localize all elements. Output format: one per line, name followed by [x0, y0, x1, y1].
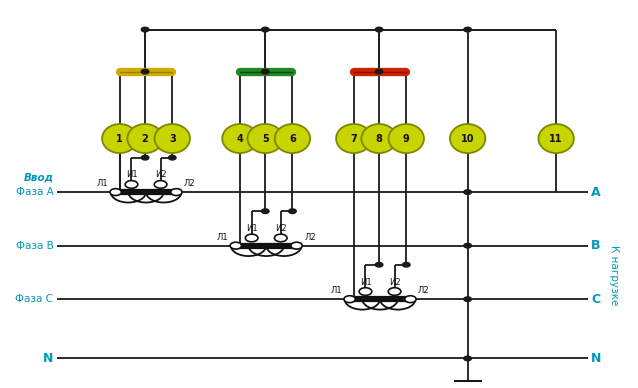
Text: И2: И2 — [275, 224, 286, 233]
Circle shape — [464, 190, 471, 194]
Circle shape — [246, 234, 258, 242]
Text: В: В — [591, 239, 600, 252]
Circle shape — [375, 69, 383, 74]
Text: 10: 10 — [461, 133, 475, 144]
Text: К нагрузке: К нагрузке — [609, 245, 619, 305]
Circle shape — [375, 27, 383, 32]
Text: Л1: Л1 — [96, 179, 108, 188]
Circle shape — [262, 209, 269, 213]
Text: И1: И1 — [126, 170, 137, 180]
Text: 3: 3 — [169, 133, 175, 144]
Ellipse shape — [389, 124, 424, 153]
Text: 4: 4 — [237, 133, 243, 144]
Text: 11: 11 — [549, 133, 563, 144]
Ellipse shape — [336, 124, 371, 153]
Text: 9: 9 — [403, 133, 410, 144]
Circle shape — [375, 262, 383, 267]
Circle shape — [464, 27, 471, 32]
Text: 6: 6 — [289, 133, 296, 144]
Text: Фаза В: Фаза В — [15, 241, 54, 251]
Circle shape — [110, 189, 121, 196]
Circle shape — [230, 242, 242, 249]
Circle shape — [262, 69, 269, 74]
Text: N: N — [43, 352, 54, 365]
Circle shape — [262, 27, 269, 32]
Circle shape — [403, 262, 410, 267]
Text: И2: И2 — [389, 277, 401, 287]
Circle shape — [168, 155, 176, 160]
Ellipse shape — [450, 124, 486, 153]
Text: А: А — [591, 185, 600, 199]
Text: 8: 8 — [376, 133, 383, 144]
Ellipse shape — [538, 124, 574, 153]
Circle shape — [464, 356, 471, 361]
Ellipse shape — [275, 124, 310, 153]
Text: Фаза А: Фаза А — [15, 187, 54, 197]
Circle shape — [154, 181, 167, 188]
Circle shape — [464, 243, 471, 248]
Text: Л2: Л2 — [304, 233, 316, 242]
Text: И2: И2 — [155, 170, 167, 180]
Circle shape — [141, 155, 149, 160]
Circle shape — [359, 288, 372, 295]
Text: С: С — [591, 293, 600, 306]
Ellipse shape — [248, 124, 283, 153]
Text: 1: 1 — [116, 133, 123, 144]
Circle shape — [291, 242, 302, 249]
Circle shape — [274, 234, 287, 242]
Text: Фаза С: Фаза С — [15, 294, 54, 304]
Text: И1: И1 — [246, 224, 258, 233]
Text: Л1: Л1 — [330, 286, 342, 295]
Text: 7: 7 — [350, 133, 357, 144]
Circle shape — [125, 181, 138, 188]
Ellipse shape — [222, 124, 258, 153]
Circle shape — [404, 296, 416, 303]
Circle shape — [464, 297, 471, 301]
Ellipse shape — [128, 124, 163, 153]
Text: 2: 2 — [142, 133, 149, 144]
Ellipse shape — [361, 124, 397, 153]
Text: Л2: Л2 — [418, 286, 429, 295]
Circle shape — [288, 209, 296, 213]
Text: N: N — [591, 352, 602, 365]
Circle shape — [389, 288, 401, 295]
Ellipse shape — [154, 124, 190, 153]
Text: Л2: Л2 — [184, 179, 196, 188]
Text: Л1: Л1 — [217, 233, 228, 242]
Text: Ввод: Ввод — [24, 173, 54, 183]
Ellipse shape — [102, 124, 137, 153]
Circle shape — [344, 296, 355, 303]
Circle shape — [141, 27, 149, 32]
Text: И1: И1 — [360, 277, 371, 287]
Text: 5: 5 — [262, 133, 269, 144]
Circle shape — [171, 189, 182, 196]
Circle shape — [141, 69, 149, 74]
